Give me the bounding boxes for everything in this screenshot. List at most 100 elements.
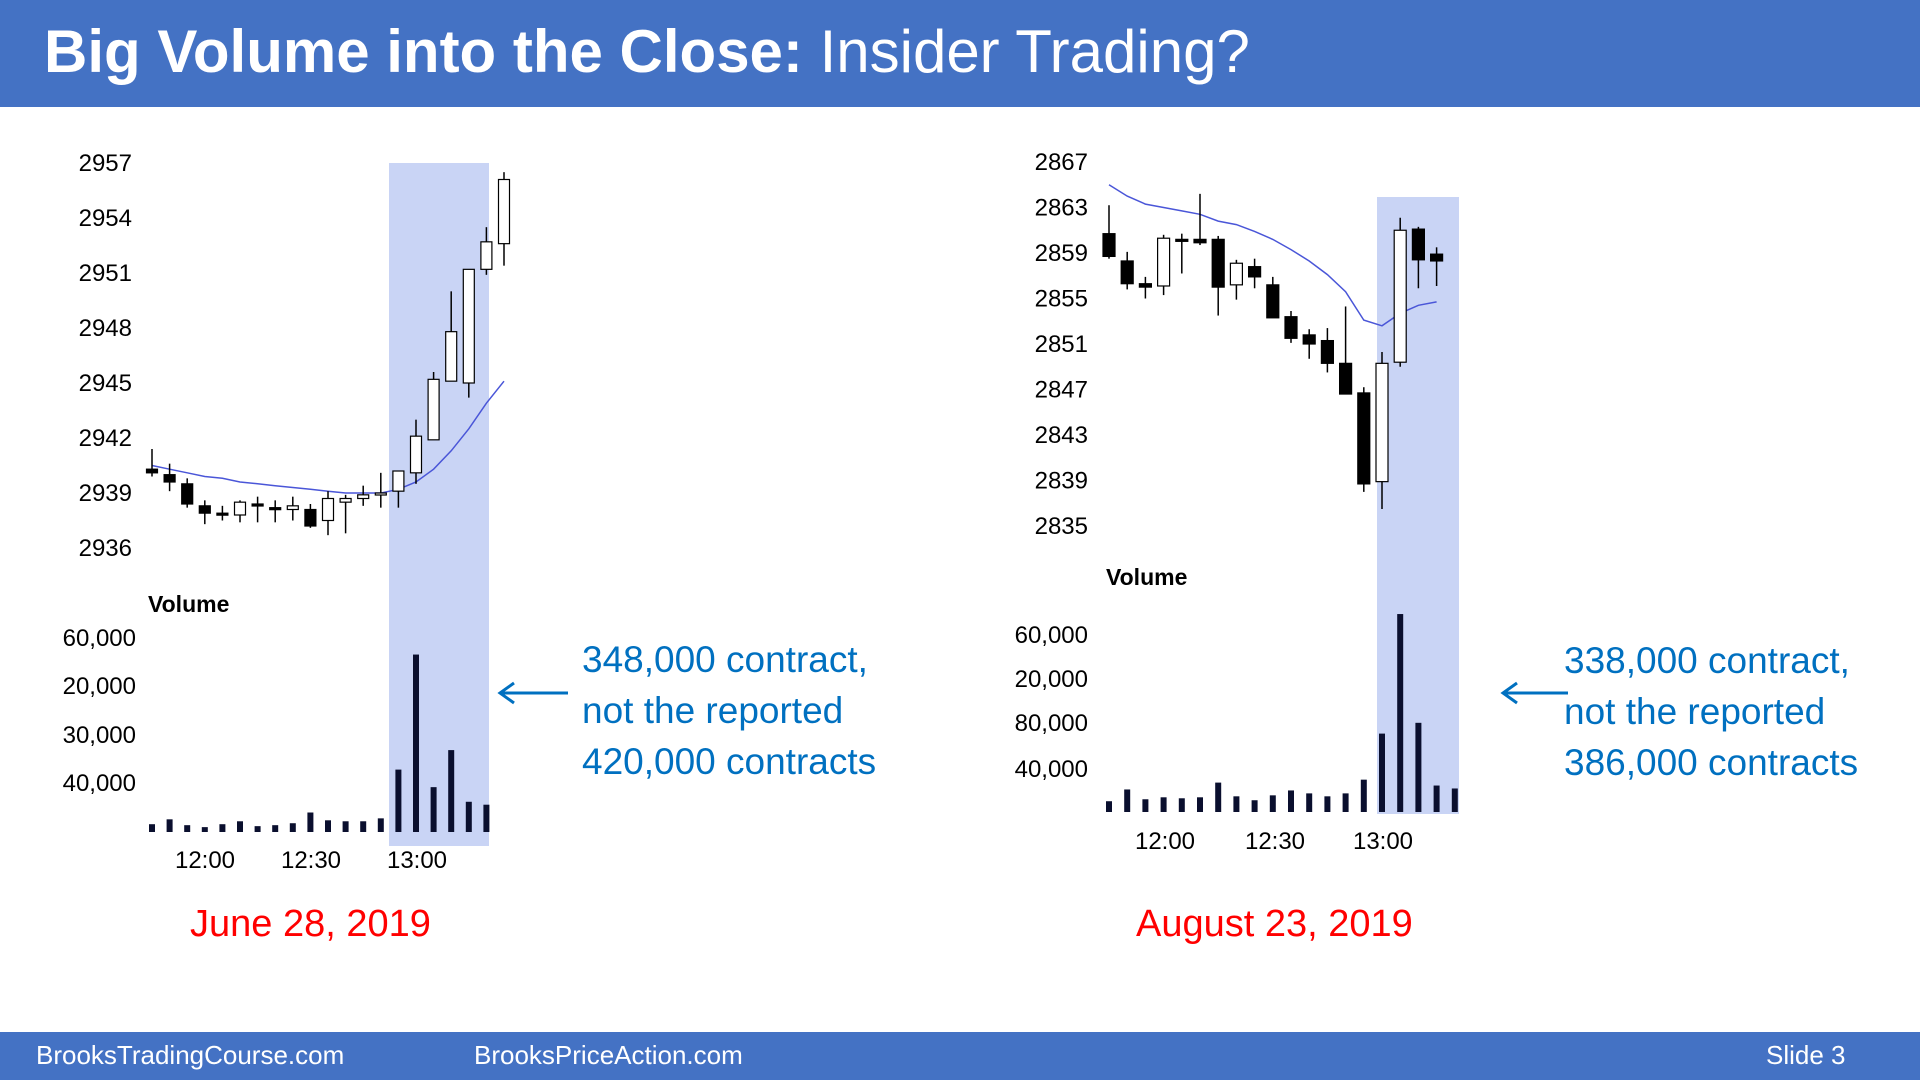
candle-body	[321, 497, 335, 522]
volume-bar	[360, 821, 367, 832]
footer-left-link[interactable]: BrooksTradingCourse.com	[36, 1040, 345, 1070]
candle-body	[1375, 362, 1389, 483]
volume-tick-label: 30,000	[63, 722, 136, 749]
price-tick-label: 2948	[79, 315, 132, 342]
title-bold: Big Volume into the Close:	[44, 18, 803, 85]
date-label-right: August 23, 2019	[1136, 903, 1413, 945]
price-tick-label: 2855	[1035, 286, 1088, 313]
candle-body	[269, 507, 282, 511]
candle-body	[1302, 334, 1316, 345]
candle	[409, 419, 423, 484]
annotation-right-line3: 386,000 contracts	[1564, 742, 1859, 783]
time-tick-label: 12:30	[281, 847, 341, 874]
time-tick-label: 12:30	[1245, 828, 1305, 855]
candle	[321, 491, 335, 536]
volume-tick-label: 20,000	[63, 673, 136, 700]
title-bar	[0, 0, 1920, 107]
volume-bar	[1415, 722, 1422, 812]
volume-bar	[1124, 789, 1131, 812]
volume-bar	[1269, 795, 1276, 812]
candle	[251, 496, 264, 523]
highlight-region-1	[1377, 197, 1459, 814]
candle	[269, 500, 282, 523]
volume-bar	[448, 750, 455, 832]
volume-bar	[1288, 790, 1294, 812]
volume-bar	[1178, 798, 1185, 812]
candle	[374, 472, 387, 508]
candle-body	[1411, 228, 1426, 261]
candle-body	[1357, 392, 1371, 485]
candle	[1247, 258, 1262, 289]
candle	[1138, 276, 1153, 299]
candle-body	[286, 505, 299, 511]
volume-bar	[237, 821, 243, 832]
price-tick-label: 2863	[1035, 195, 1088, 222]
volume-bar	[1197, 797, 1203, 812]
candle-body	[304, 508, 317, 527]
volume-bar	[272, 825, 279, 832]
volume-bar	[166, 819, 173, 832]
candle	[1393, 217, 1407, 367]
candle-body	[1266, 284, 1280, 319]
price-tick-label: 2957	[79, 150, 132, 177]
footer-mid-link[interactable]: BrooksPriceAction.com	[474, 1040, 743, 1070]
candle-body	[374, 492, 387, 496]
candle-body	[1338, 362, 1353, 395]
candle	[357, 485, 370, 506]
price-tick-label: 2835	[1035, 513, 1088, 540]
candle	[198, 500, 211, 525]
candle	[1320, 328, 1335, 373]
candle-body	[1320, 339, 1335, 364]
candle	[1156, 234, 1171, 296]
time-tick-label: 12:00	[175, 847, 235, 874]
candle	[1193, 193, 1207, 246]
candle-body	[1193, 238, 1207, 244]
candle	[1211, 235, 1225, 316]
volume-bar	[413, 654, 419, 832]
volume-bar	[1324, 796, 1331, 812]
candle	[1102, 205, 1116, 259]
volume-bar	[1397, 614, 1404, 812]
volume-bar	[1215, 782, 1222, 812]
candle-body	[1429, 253, 1444, 262]
volume-tick-label: 60,000	[63, 625, 136, 652]
candle	[1266, 276, 1280, 319]
candle	[233, 500, 247, 523]
price-tick-label: 2839	[1035, 468, 1088, 495]
annotation-right: 338,000 contract, not the reported 386,0…	[1564, 635, 1858, 788]
volume-bar	[184, 825, 191, 832]
candle	[497, 172, 511, 266]
candle	[445, 291, 458, 382]
price-tick-label: 2942	[79, 425, 132, 452]
candle-body	[198, 505, 211, 514]
volume-bar	[395, 769, 402, 832]
candle	[392, 470, 405, 508]
candle	[1429, 247, 1444, 286]
candle	[1175, 233, 1189, 274]
volume-tick-label: 80,000	[1015, 710, 1088, 737]
volume-bar	[1360, 779, 1367, 812]
candle	[163, 463, 176, 492]
candle-body	[480, 241, 493, 270]
candle-body	[1102, 233, 1116, 258]
candle	[216, 505, 229, 521]
candle-body	[216, 512, 229, 516]
annotation-left-line1: 348,000 contract,	[582, 639, 868, 680]
volume-bar	[1142, 799, 1149, 812]
candle	[286, 496, 299, 521]
volume-bar	[483, 804, 490, 832]
candle	[1375, 351, 1389, 509]
price-tick-label: 2843	[1035, 422, 1088, 449]
price-tick-label: 2951	[79, 260, 132, 287]
candle	[181, 478, 194, 508]
volume-bar	[325, 820, 331, 832]
candle	[339, 494, 352, 534]
candle-body	[251, 503, 264, 507]
price-tick-label: 2851	[1035, 331, 1088, 358]
annotation-right-line1: 338,000 contract,	[1564, 640, 1850, 681]
slide-number: Slide 3	[1766, 1040, 1846, 1070]
candle-body	[1211, 238, 1225, 288]
candle-body	[1138, 283, 1153, 288]
price-tick-label: 2939	[79, 480, 132, 507]
annotation-arrow-head	[497, 681, 515, 705]
